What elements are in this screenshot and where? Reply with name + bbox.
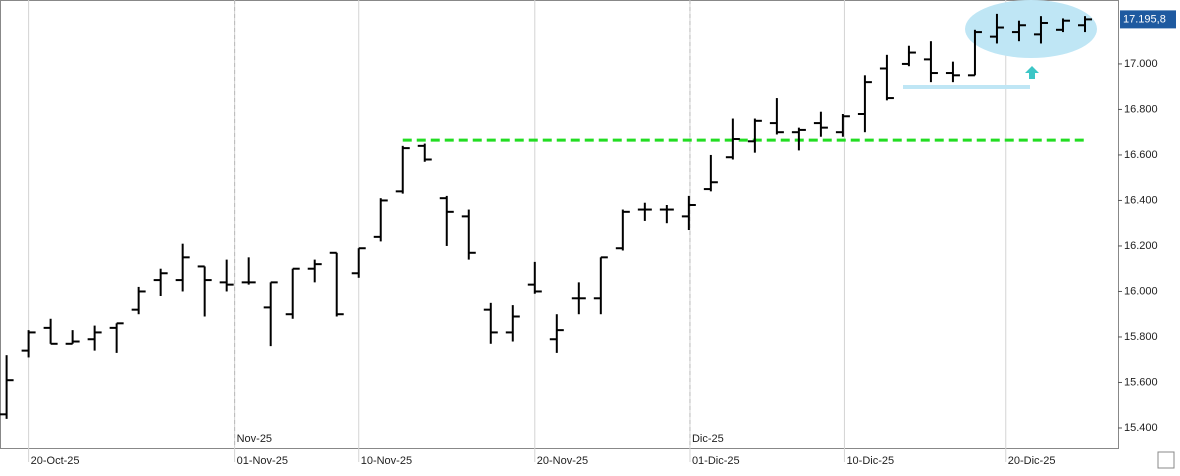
y-tick-label: 15.400 bbox=[1124, 422, 1158, 434]
x-tick-label: 10-Dic-25 bbox=[846, 455, 894, 467]
y-tick-label: 16.000 bbox=[1124, 285, 1158, 297]
plot-area bbox=[0, 0, 1119, 449]
x-tick-label: 01-Dic-25 bbox=[692, 455, 740, 467]
highlight-ellipse bbox=[965, 0, 1097, 58]
date-axis bbox=[0, 449, 1119, 471]
y-tick-label: 15.600 bbox=[1124, 376, 1158, 388]
last-price-box bbox=[1120, 10, 1176, 29]
y-tick-label: 16.800 bbox=[1124, 103, 1158, 115]
y-tick-label: 16.200 bbox=[1124, 240, 1158, 252]
corner-button[interactable] bbox=[1157, 451, 1175, 469]
y-tick-label: 15.800 bbox=[1124, 331, 1158, 343]
month-label: Nov-25 bbox=[237, 433, 272, 445]
last-price-label: 17.195,8 bbox=[1123, 13, 1166, 25]
x-tick-label: 20-Oct-25 bbox=[31, 455, 80, 467]
y-tick-label: 16.400 bbox=[1124, 194, 1158, 206]
x-tick-label: 20-Dic-25 bbox=[1008, 455, 1056, 467]
y-tick-label: 16.600 bbox=[1124, 149, 1158, 161]
x-tick-label: 01-Nov-25 bbox=[237, 455, 288, 467]
price-axis bbox=[1119, 0, 1180, 471]
x-tick-label: 20-Nov-25 bbox=[537, 455, 588, 467]
up-arrow bbox=[1025, 66, 1039, 79]
x-tick-label: 10-Nov-25 bbox=[361, 455, 412, 467]
month-label: Dic-25 bbox=[692, 433, 724, 445]
y-tick-label: 17.000 bbox=[1124, 58, 1158, 70]
